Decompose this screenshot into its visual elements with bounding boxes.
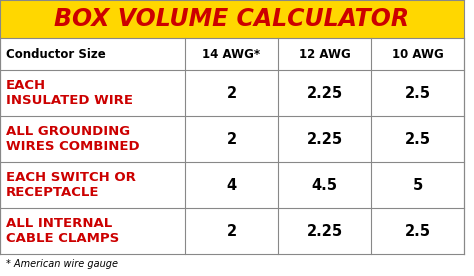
Bar <box>0 0 464 38</box>
Text: 2: 2 <box>227 86 237 100</box>
Text: 2.25: 2.25 <box>306 224 343 238</box>
Text: EACH
INSULATED WIRE: EACH INSULATED WIRE <box>6 79 133 107</box>
Text: ALL GROUNDING
WIRES COMBINED: ALL GROUNDING WIRES COMBINED <box>6 125 140 153</box>
Text: 12 AWG: 12 AWG <box>299 47 350 60</box>
Text: 2.25: 2.25 <box>306 86 343 100</box>
Text: 2.5: 2.5 <box>404 131 430 147</box>
Text: 5: 5 <box>412 177 423 192</box>
Text: 4: 4 <box>227 177 237 192</box>
Text: ALL INTERNAL
CABLE CLAMPS: ALL INTERNAL CABLE CLAMPS <box>6 217 119 245</box>
Text: EACH SWITCH OR
RECEPTACLE: EACH SWITCH OR RECEPTACLE <box>6 171 136 199</box>
Text: 2.25: 2.25 <box>306 131 343 147</box>
Text: 2.5: 2.5 <box>404 224 430 238</box>
Text: 10 AWG: 10 AWG <box>392 47 443 60</box>
Text: 4.5: 4.5 <box>311 177 337 192</box>
Text: 2.5: 2.5 <box>404 86 430 100</box>
Text: 2: 2 <box>227 131 237 147</box>
Bar <box>0 38 464 254</box>
Text: BOX VOLUME CALCULATOR: BOX VOLUME CALCULATOR <box>55 7 410 31</box>
Text: 2: 2 <box>227 224 237 238</box>
Text: Conductor Size: Conductor Size <box>6 47 106 60</box>
Text: * American wire gauge: * American wire gauge <box>6 259 118 269</box>
Text: 14 AWG*: 14 AWG* <box>202 47 261 60</box>
